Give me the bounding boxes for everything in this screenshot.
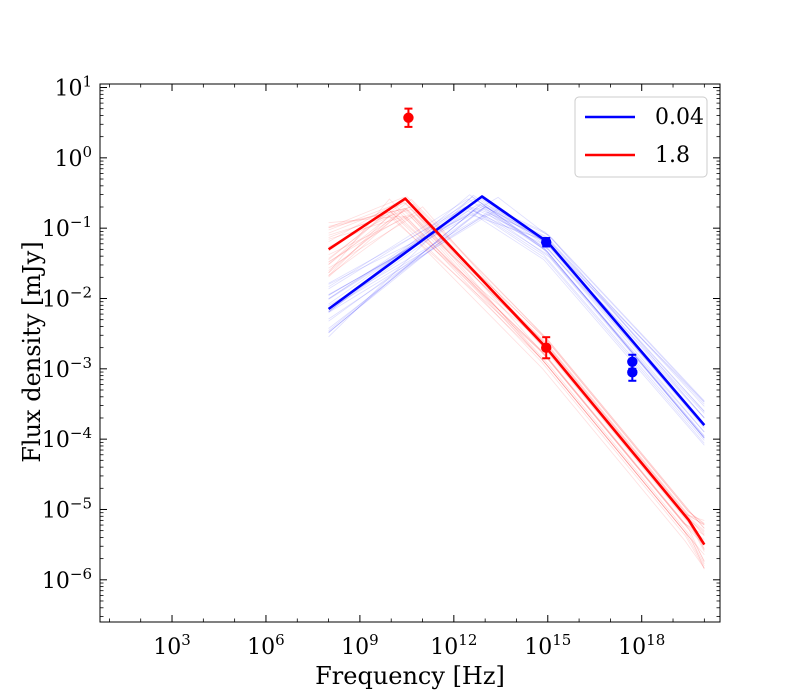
model-realization-1-1 bbox=[328, 198, 705, 529]
y-tick-label: 100 bbox=[54, 143, 92, 172]
x-tick-label: 1018 bbox=[618, 631, 665, 660]
y-tick-label: 10−2 bbox=[42, 283, 92, 312]
model-realization-0-6 bbox=[328, 205, 705, 441]
x-axis-label: Frequency [Hz] bbox=[315, 662, 505, 690]
data-point-1-0 bbox=[403, 112, 414, 123]
model-realization-0-10 bbox=[328, 207, 705, 405]
model-realization-0-2 bbox=[328, 206, 705, 412]
model-realization-0-9 bbox=[328, 208, 705, 412]
x-tick-label: 106 bbox=[247, 631, 285, 660]
data-point-1-1 bbox=[541, 342, 552, 353]
model-realization-0-1 bbox=[328, 204, 705, 407]
model-line-0 bbox=[327, 195, 706, 426]
model-realizations bbox=[328, 194, 705, 570]
legend: 0.04 1.8 bbox=[574, 96, 708, 178]
y-axis-label: Flux density [mJy] bbox=[18, 241, 46, 462]
model-realization-1-10 bbox=[328, 203, 705, 552]
model-realization-1-7 bbox=[328, 215, 705, 565]
model-realization-0-13 bbox=[328, 210, 705, 446]
model-realization-1-23 bbox=[328, 213, 705, 562]
y-tick-label: 10−4 bbox=[42, 424, 92, 453]
model-realization-0-16 bbox=[328, 197, 705, 429]
model-realization-0-12 bbox=[328, 206, 705, 418]
model-realization-0-11 bbox=[328, 196, 705, 439]
model-realization-0-7 bbox=[328, 203, 705, 437]
model-realization-0-25 bbox=[328, 198, 705, 437]
x-tick-label: 1015 bbox=[524, 631, 571, 660]
x-tick-label: 1012 bbox=[430, 631, 477, 660]
data-points bbox=[403, 107, 638, 382]
model-realization-0-20 bbox=[328, 214, 705, 433]
x-tick-label: 103 bbox=[153, 631, 191, 660]
y-tick-label: 10−1 bbox=[42, 213, 92, 242]
legend-label-1: 1.8 bbox=[655, 143, 690, 168]
y-tick-label: 101 bbox=[54, 73, 92, 102]
model-realization-0-4 bbox=[328, 211, 705, 426]
model-realization-0-3 bbox=[328, 213, 705, 439]
legend-label-0: 0.04 bbox=[655, 105, 704, 130]
model-realization-0-22 bbox=[328, 194, 705, 433]
model-realization-0-5 bbox=[328, 214, 705, 403]
axes: 103 106 109 1012 1015 1018 101 100 10−1 10−2 10−3 1… bbox=[42, 73, 721, 660]
y-tick-label: 10−5 bbox=[42, 494, 92, 523]
data-point-0-2 bbox=[627, 367, 638, 378]
model-realization-1-6 bbox=[328, 214, 705, 570]
model-realization-0-8 bbox=[328, 194, 705, 439]
model-realization-1-5 bbox=[328, 209, 705, 555]
model-realization-1-25 bbox=[328, 206, 705, 551]
y-tick-label: 10−3 bbox=[42, 354, 92, 383]
model-realization-0-21 bbox=[328, 206, 705, 414]
y-tick-label: 10−6 bbox=[42, 565, 92, 594]
x-tick-label: 109 bbox=[341, 631, 379, 660]
model-realization-1-13 bbox=[328, 209, 705, 526]
model-realization-0-17 bbox=[328, 210, 705, 444]
data-point-0-0 bbox=[541, 237, 552, 248]
model-realization-0-0 bbox=[328, 203, 705, 438]
model-realization-0-14 bbox=[328, 206, 705, 419]
model-realization-1-24 bbox=[328, 205, 705, 569]
plot-frame bbox=[99, 83, 721, 623]
model-realization-1-2 bbox=[328, 216, 705, 569]
